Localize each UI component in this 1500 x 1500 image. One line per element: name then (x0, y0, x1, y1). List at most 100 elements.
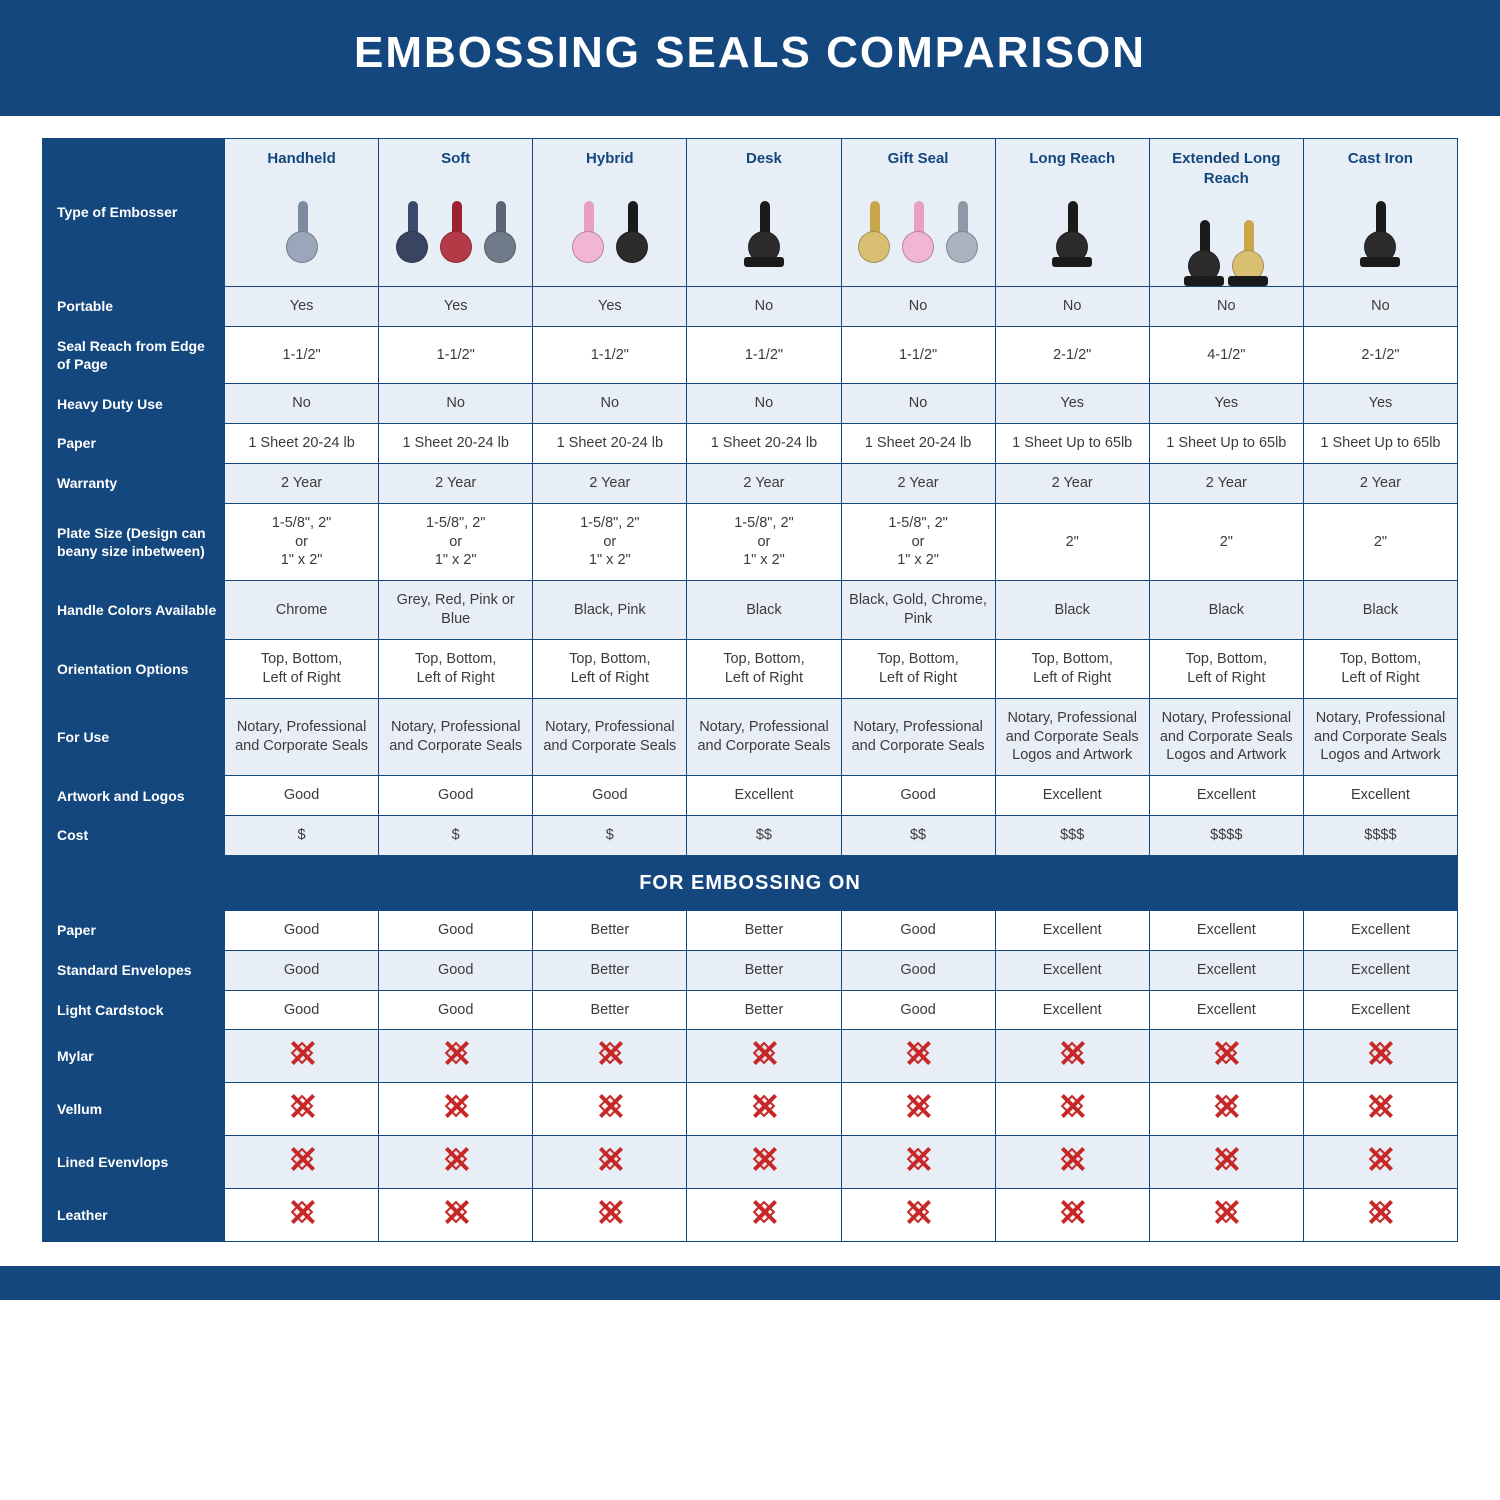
table-cell: Good (225, 990, 379, 1030)
table-cell: 2-1/2" (1303, 326, 1457, 383)
table-cell (1303, 1083, 1457, 1136)
accent-divider (0, 108, 1500, 116)
row-label: Heavy Duty Use (43, 384, 225, 424)
table-cell: $$$$ (1303, 816, 1457, 856)
table-cell: 1 Sheet 20-24 lb (379, 424, 533, 464)
table-cell: Black (995, 581, 1149, 640)
table-cell: Good (379, 910, 533, 950)
no-icon (1213, 1199, 1239, 1225)
table-cell: Good (533, 776, 687, 816)
table-cell: No (841, 287, 995, 327)
column-header-label: Handheld (231, 149, 372, 169)
table-row: Warranty2 Year2 Year2 Year2 Year2 Year2 … (43, 463, 1458, 503)
table-cell: 1 Sheet 20-24 lb (841, 424, 995, 464)
table-cell: Good (841, 910, 995, 950)
table-row: Cost$$$$$$$$$$$$$$$$$$ (43, 816, 1458, 856)
table-cell: 1-1/2" (379, 326, 533, 383)
table-cell: 1 Sheet Up to 65lb (995, 424, 1149, 464)
table-cell (841, 1030, 995, 1083)
table-cell: 2 Year (995, 463, 1149, 503)
no-icon (289, 1040, 315, 1066)
embosser-icon-group (848, 175, 989, 263)
table-cell: 1-5/8", 2" or 1" x 2" (225, 503, 379, 581)
table-cell: Top, Bottom, Left of Right (841, 639, 995, 698)
table-cell: Good (841, 950, 995, 990)
table-cell (841, 1188, 995, 1241)
table-cell (1149, 1083, 1303, 1136)
table-cell: Yes (995, 384, 1149, 424)
table-cell: 1 Sheet 20-24 lb (687, 424, 841, 464)
table-cell: 1 Sheet 20-24 lb (533, 424, 687, 464)
column-header: Handheld (225, 139, 379, 287)
table-cell: 1-5/8", 2" or 1" x 2" (841, 503, 995, 581)
no-icon (1367, 1093, 1393, 1119)
no-icon (1367, 1199, 1393, 1225)
no-icon (905, 1146, 931, 1172)
no-icon (1213, 1146, 1239, 1172)
row-label: Orientation Options (43, 639, 225, 698)
table-cell: Top, Bottom, Left of Right (1303, 639, 1457, 698)
table-cell: No (995, 287, 1149, 327)
row-label: Artwork and Logos (43, 776, 225, 816)
table-header-row: Type of Embosser HandheldSoftHybridDeskG… (43, 139, 1458, 287)
table-row: Orientation Options Top, Bottom, Left of … (43, 639, 1458, 698)
column-header: Cast Iron (1303, 139, 1457, 287)
table-row: PortableYesYesYesNoNoNoNoNo (43, 287, 1458, 327)
table-cell: $$ (841, 816, 995, 856)
table-cell: $ (225, 816, 379, 856)
table-cell: $ (533, 816, 687, 856)
table-cell: 2 Year (1303, 463, 1457, 503)
table-cell: 2" (995, 503, 1149, 581)
no-icon (1059, 1040, 1085, 1066)
table-cell: 2" (1303, 503, 1457, 581)
table-cell: Excellent (1303, 950, 1457, 990)
table-cell: Black (1149, 581, 1303, 640)
embosser-icon-group (385, 175, 526, 263)
no-icon (1059, 1093, 1085, 1119)
table-row: Paper1 Sheet 20-24 lb1 Sheet 20-24 lb1 S… (43, 424, 1458, 464)
table-cell: Excellent (1149, 776, 1303, 816)
table-cell: Notary, Professional and Corporate Seals… (1149, 698, 1303, 776)
embosser-icon (942, 201, 982, 263)
table-cell: No (225, 384, 379, 424)
embosser-icon-group (231, 175, 372, 263)
no-icon (443, 1199, 469, 1225)
row-label: Paper (43, 910, 225, 950)
row-label: Warranty (43, 463, 225, 503)
table-cell: Notary, Professional and Corporate Seals (533, 698, 687, 776)
embosser-icon (898, 201, 938, 263)
table-cell: Notary, Professional and Corporate Seals… (1303, 698, 1457, 776)
table-cell: Top, Bottom, Left of Right (533, 639, 687, 698)
no-icon (443, 1146, 469, 1172)
table-cell: Good (379, 776, 533, 816)
table-cell (841, 1083, 995, 1136)
table-cell: Better (533, 990, 687, 1030)
table-cell (687, 1030, 841, 1083)
table-cell (533, 1136, 687, 1189)
no-icon (1059, 1146, 1085, 1172)
column-header: Extended Long Reach (1149, 139, 1303, 287)
table-cell: Excellent (687, 776, 841, 816)
embosser-icon (1360, 201, 1400, 263)
table-cell (533, 1030, 687, 1083)
table-row: Plate Size (Design can beany size inbetw… (43, 503, 1458, 581)
table-body-section: PaperGoodGoodBetterBetterGoodExcellentEx… (43, 910, 1458, 1241)
table-cell (1149, 1030, 1303, 1083)
table-cell: 1-1/2" (841, 326, 995, 383)
table-row: Leather (43, 1188, 1458, 1241)
no-icon (1213, 1093, 1239, 1119)
table-cell: $$$$ (1149, 816, 1303, 856)
table-cell: 4-1/2" (1149, 326, 1303, 383)
table-row: Seal Reach from Edge of Page1-1/2"1-1/2"… (43, 326, 1458, 383)
embosser-icon-group (693, 175, 834, 263)
table-cell (687, 1188, 841, 1241)
no-icon (289, 1146, 315, 1172)
table-cell: $$ (687, 816, 841, 856)
table-cell: Excellent (1303, 910, 1457, 950)
no-icon (751, 1199, 777, 1225)
row-label: Portable (43, 287, 225, 327)
table-cell: Excellent (1149, 990, 1303, 1030)
table-cell: Notary, Professional and Corporate Seals (841, 698, 995, 776)
table-cell: Notary, Professional and Corporate Seals (225, 698, 379, 776)
table-cell (995, 1136, 1149, 1189)
